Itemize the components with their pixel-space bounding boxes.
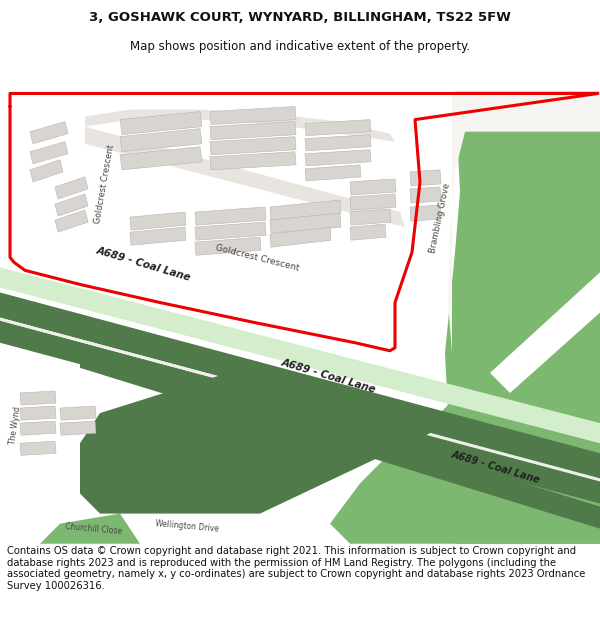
Polygon shape xyxy=(410,187,441,203)
Polygon shape xyxy=(130,212,186,230)
Polygon shape xyxy=(120,129,202,152)
Polygon shape xyxy=(270,227,331,248)
Polygon shape xyxy=(210,137,296,155)
Polygon shape xyxy=(120,111,202,134)
Polygon shape xyxy=(30,122,68,144)
Polygon shape xyxy=(60,421,96,435)
Polygon shape xyxy=(445,91,600,544)
Polygon shape xyxy=(195,238,261,255)
Polygon shape xyxy=(350,179,396,195)
Polygon shape xyxy=(30,160,63,182)
Polygon shape xyxy=(350,224,386,240)
Polygon shape xyxy=(120,147,202,170)
Polygon shape xyxy=(305,134,371,151)
Polygon shape xyxy=(448,91,600,352)
Polygon shape xyxy=(20,421,56,435)
Polygon shape xyxy=(80,346,600,529)
Text: Contains OS data © Crown copyright and database right 2021. This information is : Contains OS data © Crown copyright and d… xyxy=(7,546,586,591)
Polygon shape xyxy=(0,321,600,504)
Polygon shape xyxy=(85,127,405,227)
Polygon shape xyxy=(305,165,361,181)
Polygon shape xyxy=(410,205,441,221)
Polygon shape xyxy=(40,514,140,544)
Text: Churchill Close: Churchill Close xyxy=(65,522,122,536)
Polygon shape xyxy=(490,272,600,393)
Text: Map shows position and indicative extent of the property.: Map shows position and indicative extent… xyxy=(130,40,470,53)
Polygon shape xyxy=(330,253,600,544)
Polygon shape xyxy=(350,194,396,210)
Polygon shape xyxy=(0,268,600,443)
Polygon shape xyxy=(305,150,371,166)
Polygon shape xyxy=(210,106,296,124)
Polygon shape xyxy=(210,122,296,140)
Text: Goldcrest Crescent: Goldcrest Crescent xyxy=(93,144,116,224)
Text: The Wynd: The Wynd xyxy=(8,406,22,445)
Polygon shape xyxy=(305,119,371,136)
Polygon shape xyxy=(130,227,186,245)
Polygon shape xyxy=(270,213,341,233)
Polygon shape xyxy=(60,406,96,420)
Polygon shape xyxy=(195,222,266,240)
Text: Goldcrest Crescent: Goldcrest Crescent xyxy=(215,242,301,272)
Polygon shape xyxy=(55,194,88,216)
Text: A689 - Coal Lane: A689 - Coal Lane xyxy=(450,449,541,486)
Polygon shape xyxy=(80,363,430,514)
Text: 3, GOSHAWK COURT, WYNYARD, BILLINGHAM, TS22 5FW: 3, GOSHAWK COURT, WYNYARD, BILLINGHAM, T… xyxy=(89,11,511,24)
Polygon shape xyxy=(85,109,395,142)
Polygon shape xyxy=(55,177,88,199)
Text: A689 - Coal Lane: A689 - Coal Lane xyxy=(280,357,377,395)
Polygon shape xyxy=(210,152,296,170)
Polygon shape xyxy=(20,406,56,420)
Polygon shape xyxy=(20,391,56,405)
Text: Brambling Grove: Brambling Grove xyxy=(428,182,452,254)
Polygon shape xyxy=(20,441,56,455)
Polygon shape xyxy=(410,170,441,186)
Polygon shape xyxy=(30,142,68,164)
Text: Wellington Drive: Wellington Drive xyxy=(155,519,219,534)
Polygon shape xyxy=(195,207,266,225)
Polygon shape xyxy=(0,318,600,481)
Polygon shape xyxy=(350,209,391,225)
Polygon shape xyxy=(270,200,341,220)
Text: A689 - Coal Lane: A689 - Coal Lane xyxy=(95,245,192,282)
Polygon shape xyxy=(55,210,88,232)
Polygon shape xyxy=(0,292,600,478)
